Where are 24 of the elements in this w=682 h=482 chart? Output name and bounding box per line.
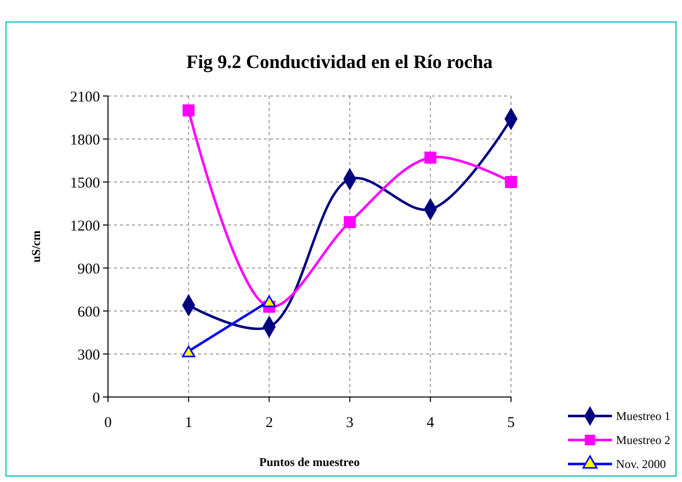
x-tick-label: 2 bbox=[265, 415, 273, 431]
y-tick-label: 1800 bbox=[70, 132, 100, 148]
x-tick-label: 3 bbox=[346, 415, 354, 431]
x-tick-label: 5 bbox=[507, 415, 515, 431]
point bbox=[505, 176, 517, 188]
y-tick-label: 300 bbox=[78, 347, 100, 364]
point bbox=[424, 152, 436, 164]
y-tick-label: 1200 bbox=[70, 218, 100, 234]
x-tick-label: 0 bbox=[104, 415, 112, 431]
y-tick-label: 1500 bbox=[70, 175, 100, 192]
x-tick-label: 4 bbox=[426, 415, 435, 431]
point bbox=[182, 104, 195, 116]
x-tick-label: 1 bbox=[184, 415, 192, 431]
point bbox=[344, 216, 356, 228]
y-tick-label: 0 bbox=[92, 390, 100, 406]
y-tick-label: 900 bbox=[78, 261, 100, 278]
x-axis-title: Puntos de muestreo bbox=[259, 455, 360, 469]
y-tick-label: 2100 bbox=[70, 89, 100, 106]
y-tick-label: 600 bbox=[78, 304, 100, 320]
legend-label: Muestreo 1 bbox=[616, 409, 670, 424]
y-axis-title: uS/cm bbox=[29, 230, 43, 263]
legend-label: Nov. 2000 bbox=[616, 457, 666, 472]
chart-title: Fig 9.2 Conductividad en el Río rocha bbox=[186, 52, 494, 73]
legend-label: Muestreo 2 bbox=[616, 433, 670, 448]
